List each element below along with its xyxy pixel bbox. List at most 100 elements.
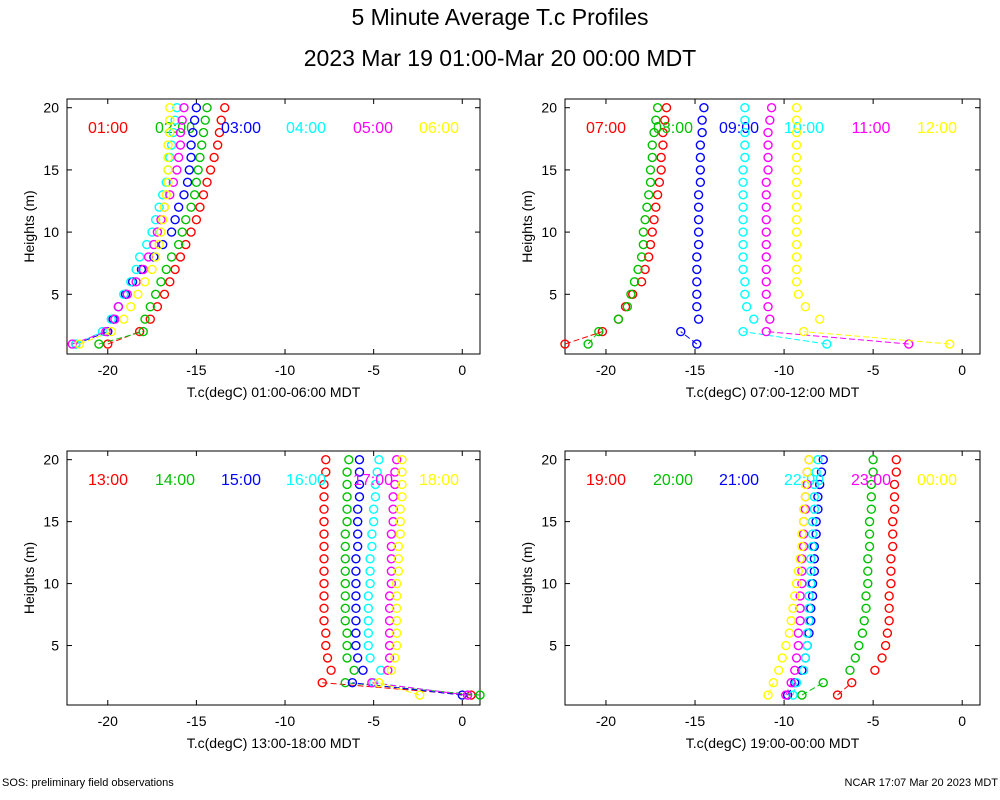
data-point bbox=[863, 578, 873, 589]
data-point bbox=[781, 690, 791, 700]
data-point bbox=[761, 277, 771, 287]
data-point bbox=[809, 504, 820, 514]
data-point bbox=[134, 326, 145, 337]
data-point bbox=[179, 103, 189, 113]
data-point bbox=[847, 677, 857, 688]
data-point bbox=[791, 653, 802, 663]
data-point bbox=[165, 277, 175, 287]
series-23:00 bbox=[781, 454, 814, 700]
data-point bbox=[342, 504, 352, 514]
profile-connector bbox=[378, 682, 420, 696]
data-point bbox=[358, 665, 368, 676]
data-point bbox=[110, 314, 120, 324]
data-point bbox=[814, 314, 825, 324]
data-point bbox=[797, 541, 807, 552]
data-point bbox=[863, 554, 873, 564]
data-point bbox=[656, 152, 666, 163]
data-point bbox=[177, 115, 187, 125]
data-point bbox=[340, 603, 350, 614]
data-point bbox=[638, 227, 649, 237]
data-point bbox=[863, 566, 873, 576]
data-point bbox=[340, 529, 350, 539]
data-point bbox=[740, 152, 750, 163]
x-axis-label: T.c(degC) 01:00-06:00 MDT bbox=[187, 384, 361, 400]
data-point bbox=[676, 326, 686, 337]
data-point bbox=[850, 653, 861, 663]
data-point bbox=[763, 165, 773, 175]
series-02:00 bbox=[94, 103, 212, 349]
data-point bbox=[340, 566, 350, 576]
data-point bbox=[393, 566, 404, 576]
x-axis-label: T.c(degC) 07:00-12:00 MDT bbox=[686, 384, 860, 400]
data-point bbox=[800, 479, 811, 490]
data-point bbox=[889, 504, 900, 514]
data-point bbox=[168, 177, 179, 188]
data-point bbox=[791, 140, 802, 150]
data-point bbox=[354, 479, 365, 490]
data-point bbox=[791, 227, 802, 237]
data-point bbox=[212, 140, 223, 150]
legend-entry: 03:00 bbox=[221, 120, 261, 137]
data-point bbox=[658, 140, 668, 150]
data-point bbox=[195, 202, 205, 212]
data-point bbox=[202, 177, 212, 188]
data-point bbox=[740, 103, 750, 113]
data-point bbox=[347, 677, 358, 688]
data-point bbox=[363, 591, 374, 601]
data-point bbox=[804, 454, 814, 465]
data-point bbox=[395, 529, 405, 539]
data-point bbox=[376, 665, 386, 676]
data-point bbox=[163, 177, 173, 188]
data-point bbox=[804, 591, 814, 601]
data-point bbox=[798, 326, 809, 337]
data-point bbox=[622, 302, 633, 312]
data-point bbox=[143, 252, 154, 262]
data-point bbox=[319, 616, 329, 626]
data-point bbox=[391, 640, 402, 651]
data-point bbox=[868, 467, 878, 477]
data-point bbox=[697, 127, 707, 138]
data-point bbox=[319, 504, 329, 514]
data-point bbox=[342, 467, 352, 477]
series-15:00 bbox=[347, 454, 467, 700]
data-point bbox=[800, 653, 811, 663]
footer-right-note: NCAR 17:07 Mar 20 2023 MDT bbox=[844, 777, 998, 789]
data-point bbox=[791, 115, 802, 125]
y-tick-label: 15 bbox=[541, 514, 557, 530]
legend-entry: 17:00 bbox=[353, 472, 393, 489]
data-point bbox=[692, 277, 702, 287]
data-point bbox=[864, 529, 875, 539]
data-point bbox=[317, 677, 327, 688]
data-point bbox=[791, 103, 802, 113]
data-point bbox=[189, 190, 200, 200]
data-point bbox=[695, 177, 706, 188]
data-point bbox=[351, 616, 361, 626]
data-point bbox=[765, 314, 775, 324]
data-point bbox=[693, 314, 704, 324]
data-point bbox=[786, 616, 796, 626]
data-point bbox=[168, 127, 179, 138]
data-point bbox=[119, 314, 129, 324]
data-point bbox=[781, 640, 791, 651]
data-point bbox=[372, 467, 382, 477]
x-tick-label: 0 bbox=[458, 362, 466, 378]
data-point bbox=[384, 640, 395, 651]
data-point bbox=[161, 264, 171, 275]
data-point bbox=[140, 277, 150, 287]
data-point bbox=[365, 653, 375, 663]
data-point bbox=[738, 202, 748, 212]
data-point bbox=[763, 302, 773, 312]
data-point bbox=[384, 616, 395, 626]
data-point bbox=[342, 516, 352, 527]
data-point bbox=[692, 339, 702, 349]
data-point bbox=[354, 492, 365, 502]
data-point bbox=[367, 541, 377, 552]
data-point bbox=[763, 127, 773, 138]
data-point bbox=[384, 591, 395, 601]
data-point bbox=[138, 264, 148, 275]
data-point bbox=[319, 479, 329, 490]
data-point bbox=[133, 289, 143, 299]
data-point bbox=[647, 140, 657, 150]
panel-3: -20 -15 -10 -5 0 5 10 15 20 T.c(degC) 13:00-18:00… bbox=[21, 450, 485, 751]
